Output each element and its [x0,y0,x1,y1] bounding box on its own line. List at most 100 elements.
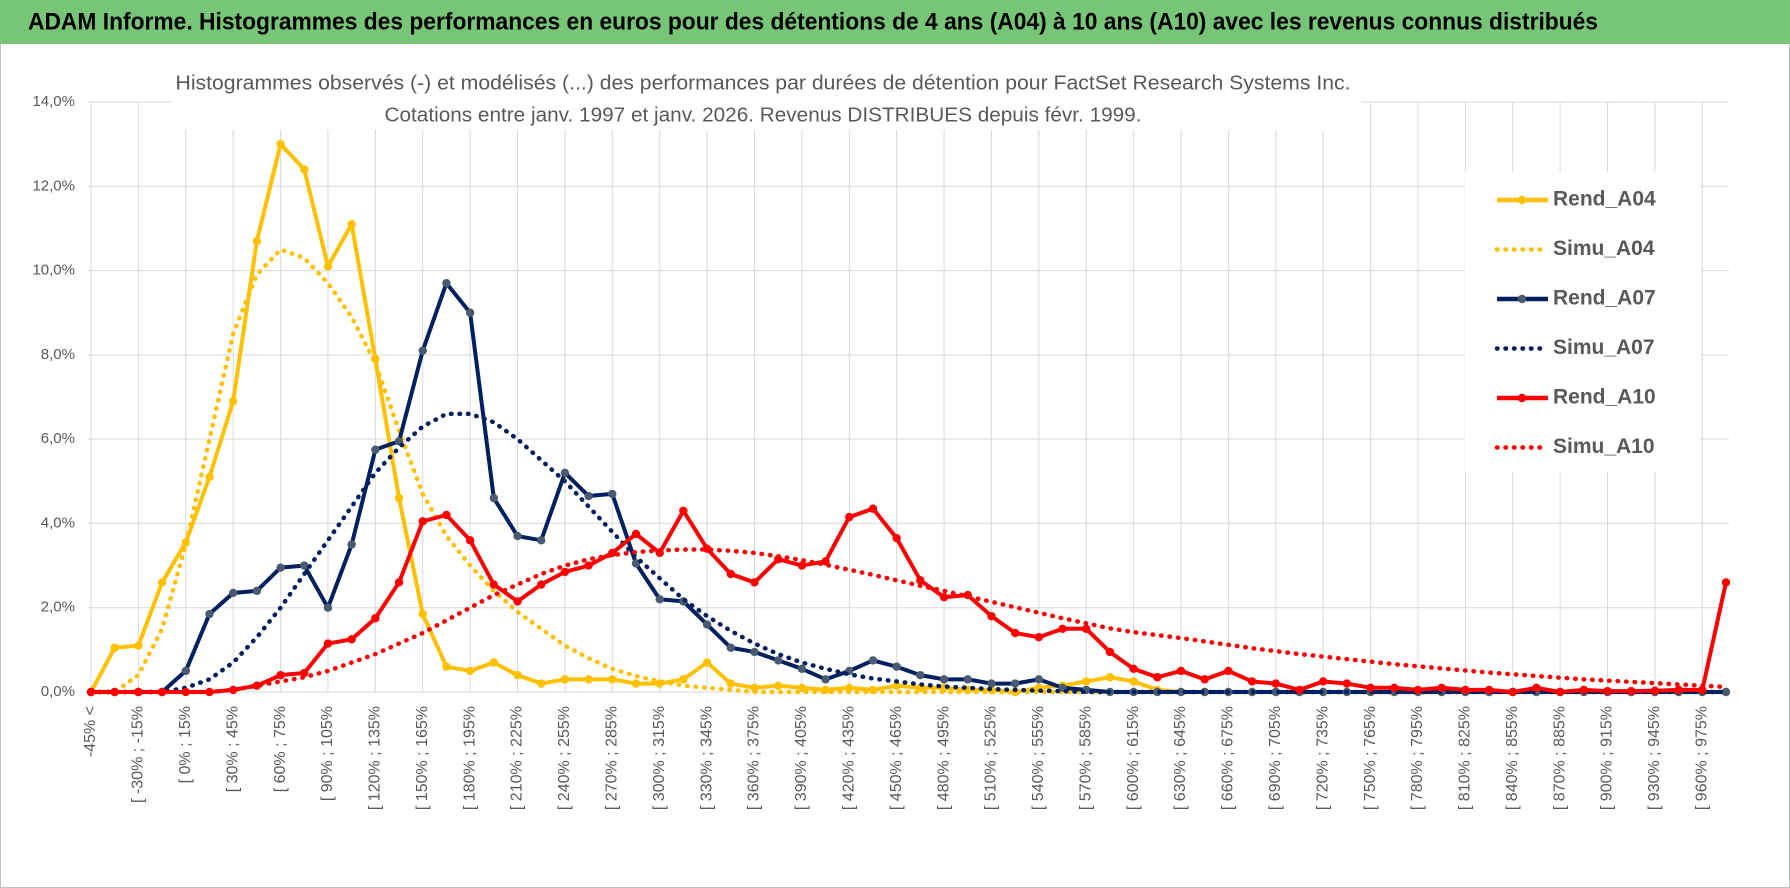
y-tick-label: 0,0% [41,683,75,700]
data-point [228,588,238,598]
data-point [892,662,901,671]
data-point [465,536,475,545]
data-point [1105,673,1115,682]
banner [0,0,1790,44]
data-point [1721,578,1731,587]
legend-box [1465,172,1701,472]
data-point [1555,687,1565,697]
data-point [489,580,499,589]
data-point [939,675,949,684]
banner-title: ADAM Informe. Histogrammes des performan… [28,8,1598,35]
data-point [1058,624,1067,633]
legend-label: Rend_A07 [1553,287,1656,310]
data-point [1034,633,1044,642]
x-tick-label: [ 840% ; 855% [1504,706,1521,810]
data-point [702,620,712,629]
y-tick-label: 12,0% [32,177,75,194]
x-tick-label: [ 630% ; 645% [1172,706,1189,810]
data-point [394,493,404,503]
data-point [892,533,901,543]
data-point [465,308,475,317]
x-tick-label: [ 120% ; 135% [367,706,384,810]
x-tick-label: [ 600% ; 615% [1125,706,1142,810]
data-point [1176,687,1186,697]
data-point [726,569,735,579]
x-tick-label: [ 750% ; 765% [1362,706,1379,810]
data-point [442,510,451,520]
data-point [726,679,735,688]
data-point [1082,677,1091,686]
legend-label: Rend_A10 [1553,386,1656,409]
data-point [276,139,285,149]
x-tick-label: [ 480% ; 495% [935,706,952,810]
y-tick-label: 10,0% [32,262,75,279]
data-point [276,670,285,680]
data-point [679,506,688,515]
data-point [1366,683,1375,692]
data-point [560,567,570,577]
data-point [300,165,309,174]
data-point [1484,685,1494,695]
data-point [1532,683,1541,692]
legend-label: Rend_A04 [1553,188,1656,211]
data-point [916,670,925,680]
data-point [1010,679,1020,688]
x-tick-label: -45% < [82,706,99,757]
x-tick-label: [ 180% ; 195% [461,706,478,810]
title-box [172,66,1362,130]
x-tick-label: [ 210% ; 225% [509,706,526,810]
x-tick-label: [ 870% ; 885% [1551,706,1568,810]
x-tick-label: [ 930% ; 945% [1646,706,1663,810]
x-tick-label: [ 660% ; 675% [1220,706,1237,810]
data-point [181,666,190,676]
data-point [1200,675,1209,684]
x-tick-label: [ 300% ; 315% [651,706,668,810]
data-point [1082,624,1091,633]
chart-title: Histogrammes observés (-) et modélisés (… [176,72,1351,94]
legend-label: Simu_A10 [1553,435,1655,458]
data-point [1650,686,1660,695]
data-point [537,679,546,688]
data-point [702,658,712,667]
data-point [371,614,380,623]
x-tick-label: [ 0% ; 15% [177,706,194,783]
y-tick-label: 14,0% [32,93,75,110]
data-point [1461,685,1470,695]
x-tick-label: [ 450% ; 465% [888,706,905,810]
y-tick-label: 4,0% [41,514,75,531]
data-point [631,679,641,688]
data-point [252,586,262,596]
legend-label: Simu_A04 [1553,237,1655,260]
data-point [750,647,759,657]
x-tick-label: [ 390% ; 405% [793,706,810,810]
data-point [584,561,593,570]
data-point [1295,685,1304,695]
data-point [1105,647,1115,657]
data-point [631,529,641,539]
plot [86,139,1731,697]
chart-subtitle: Cotations entre janv. 1997 et janv. 2026… [385,104,1142,126]
data-point [513,531,522,541]
data-point [394,578,404,587]
data-point [489,493,499,503]
legend-marker [1517,393,1527,403]
data-point [1153,673,1162,682]
y-tick-label: 8,0% [41,346,75,363]
legend-label: Simu_A07 [1553,336,1655,359]
data-point [1129,677,1138,686]
data-point [1247,677,1257,686]
data-point [205,609,214,619]
data-point [1603,686,1612,696]
y-tick-label: 2,0% [41,599,75,616]
data-point [513,670,522,680]
data-point [845,683,854,692]
data-point [371,445,380,454]
x-tick-label: [ 510% ; 525% [983,706,1000,810]
legend: Rend_A04 Simu_A04 Rend_A07 Simu_A07 Rend_A10… [1494,188,1656,458]
data-point [418,609,427,619]
data-point [228,397,238,406]
data-point [134,641,143,650]
legend-marker [1517,294,1527,304]
data-point [560,675,570,684]
data-point [584,675,593,684]
